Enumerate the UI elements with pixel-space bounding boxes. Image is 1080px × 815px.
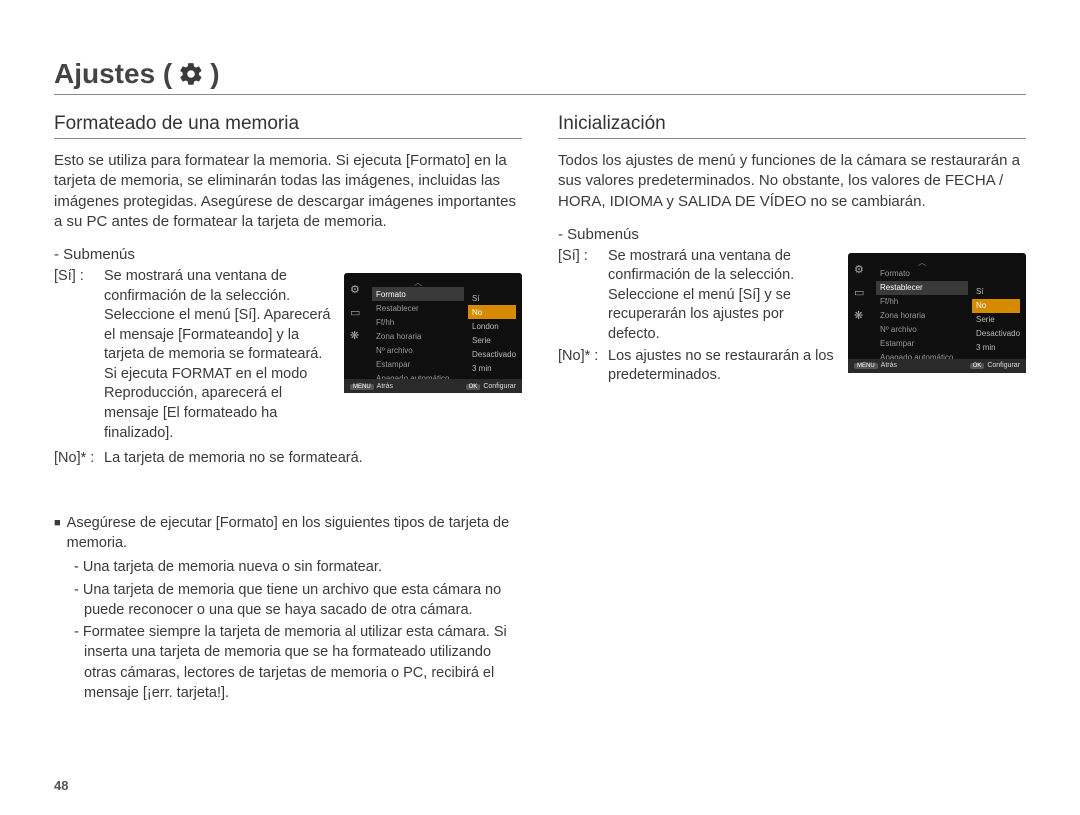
display-icon: ▭ [350, 306, 360, 319]
wrench-icon: ⚙ [854, 263, 864, 276]
submenu-val: Serie [972, 313, 1020, 327]
screenshot-side-icons: ⚙ ▭ ❋ [350, 283, 360, 342]
wrench-icon: ⚙ [350, 283, 360, 296]
menu-item: Ff/hh [876, 295, 968, 309]
camera-screenshot-format: ⚙ ▭ ❋ ︿ Formato Restablecer Ff/hh Zona h… [344, 273, 522, 393]
page-title: Ajustes ( ) [54, 58, 1026, 95]
submenu-val: Desactivado [468, 347, 516, 361]
submenu-no: No [972, 299, 1020, 313]
option-no-key: [No]* : [54, 449, 98, 469]
option-si-text: Se mostrará una ventana de confirmación … [104, 267, 332, 443]
footer-back-label: Atrás [377, 383, 393, 390]
submenu-val: Desactivado [972, 327, 1020, 341]
bullet-square-icon: ■ [54, 513, 61, 554]
menu-item: Restablecer [876, 281, 968, 295]
note-item: Una tarjeta de memoria nueva o sin forma… [74, 557, 522, 577]
submenu-val: London [468, 319, 516, 333]
init-intro: Todos los ajustes de menú y funciones de… [558, 151, 1026, 212]
footer-set-label: Configurar [483, 383, 516, 390]
menu-button-icon: MENU [350, 384, 374, 390]
camera-screenshot-reset: ⚙ ▭ ❋ ︿ Formato Restablecer Ff/hh Zona h… [848, 253, 1026, 373]
menu-item: Nº archivo [372, 343, 464, 357]
chevron-up-icon: ︿ [876, 259, 968, 267]
format-options: [Sí] : Se mostrará una ventana de confir… [54, 267, 332, 445]
sound-icon: ❋ [350, 329, 360, 342]
page-number: 48 [54, 778, 68, 793]
submenus-label-right: - Submenús [558, 226, 1026, 243]
left-column: Formateado de una memoria Esto se utiliz… [54, 113, 522, 705]
note-list: Una tarjeta de memoria nueva o sin forma… [54, 557, 522, 703]
screenshot-menu: ︿ Formato Restablecer Ff/hh Zona horaria… [372, 279, 464, 393]
page-title-suffix: ) [210, 58, 219, 90]
display-icon: ▭ [854, 286, 864, 299]
sound-icon: ❋ [854, 309, 864, 322]
screenshot-menu: ︿ Formato Restablecer Ff/hh Zona horaria… [876, 259, 968, 373]
option-si-key-r: [Sí] : [558, 247, 602, 345]
submenu-val: 3 min [468, 361, 516, 375]
ok-button-icon: OK [466, 384, 481, 390]
screenshot-submenu: Sí No London Serie Desactivado 3 min [468, 291, 516, 375]
menu-item: Nº archivo [876, 323, 968, 337]
submenu-si: Sí [972, 285, 1020, 299]
menu-item: Estampar [876, 337, 968, 351]
section-heading-format: Formateado de una memoria [54, 113, 522, 139]
menu-item: Restablecer [372, 301, 464, 315]
submenu-no: No [468, 305, 516, 319]
menu-item: Zona horaria [876, 309, 968, 323]
menu-item: Estampar [372, 357, 464, 371]
menu-item: Formato [372, 287, 464, 301]
option-si-text-r: Se mostrará una ventana de confirmación … [608, 247, 836, 345]
footer-back-label: Atrás [881, 362, 897, 369]
page-title-text: Ajustes ( [54, 58, 172, 90]
ok-button-icon: OK [970, 363, 985, 369]
screenshot-footer: MENUAtrás OKConfigurar [848, 359, 1026, 373]
submenu-blank [972, 271, 1020, 285]
chevron-up-icon: ︿ [372, 279, 464, 287]
menu-button-icon: MENU [854, 363, 878, 369]
note-lead-text: Asegúrese de ejecutar [Formato] en los s… [67, 513, 522, 554]
menu-item: Zona horaria [372, 329, 464, 343]
note-item: Formatee siempre la tarjeta de memoria a… [74, 622, 522, 703]
footer-set-label: Configurar [987, 362, 1020, 369]
option-si-key: [Sí] : [54, 267, 98, 443]
section-heading-init: Inicialización [558, 113, 1026, 139]
submenu-val: Serie [468, 333, 516, 347]
note-item: Una tarjeta de memoria que tiene un arch… [74, 580, 522, 621]
init-options: [Sí] : Se mostrará una ventana de confir… [558, 247, 836, 388]
submenus-label-left: - Submenús [54, 246, 522, 263]
option-no-text: La tarjeta de memoria no se formateará. [104, 449, 522, 469]
screenshot-submenu: Sí No Serie Desactivado 3 min [972, 271, 1020, 355]
gear-icon [178, 61, 204, 87]
menu-item: Formato [876, 267, 968, 281]
submenu-val: 3 min [972, 341, 1020, 355]
menu-item: Ff/hh [372, 315, 464, 329]
format-intro: Esto se utiliza para formatear la memori… [54, 151, 522, 232]
right-column: Inicialización Todos los ajustes de menú… [558, 113, 1026, 705]
note-block: ■ Asegúrese de ejecutar [Formato] en los… [54, 513, 522, 704]
submenu-si: Sí [468, 291, 516, 305]
option-no-key-r: [No]* : [558, 347, 602, 386]
screenshot-side-icons: ⚙ ▭ ❋ [854, 263, 864, 322]
option-no-text-r: Los ajustes no se restaurarán a los pred… [608, 347, 836, 386]
screenshot-footer: MENUAtrás OKConfigurar [344, 379, 522, 393]
